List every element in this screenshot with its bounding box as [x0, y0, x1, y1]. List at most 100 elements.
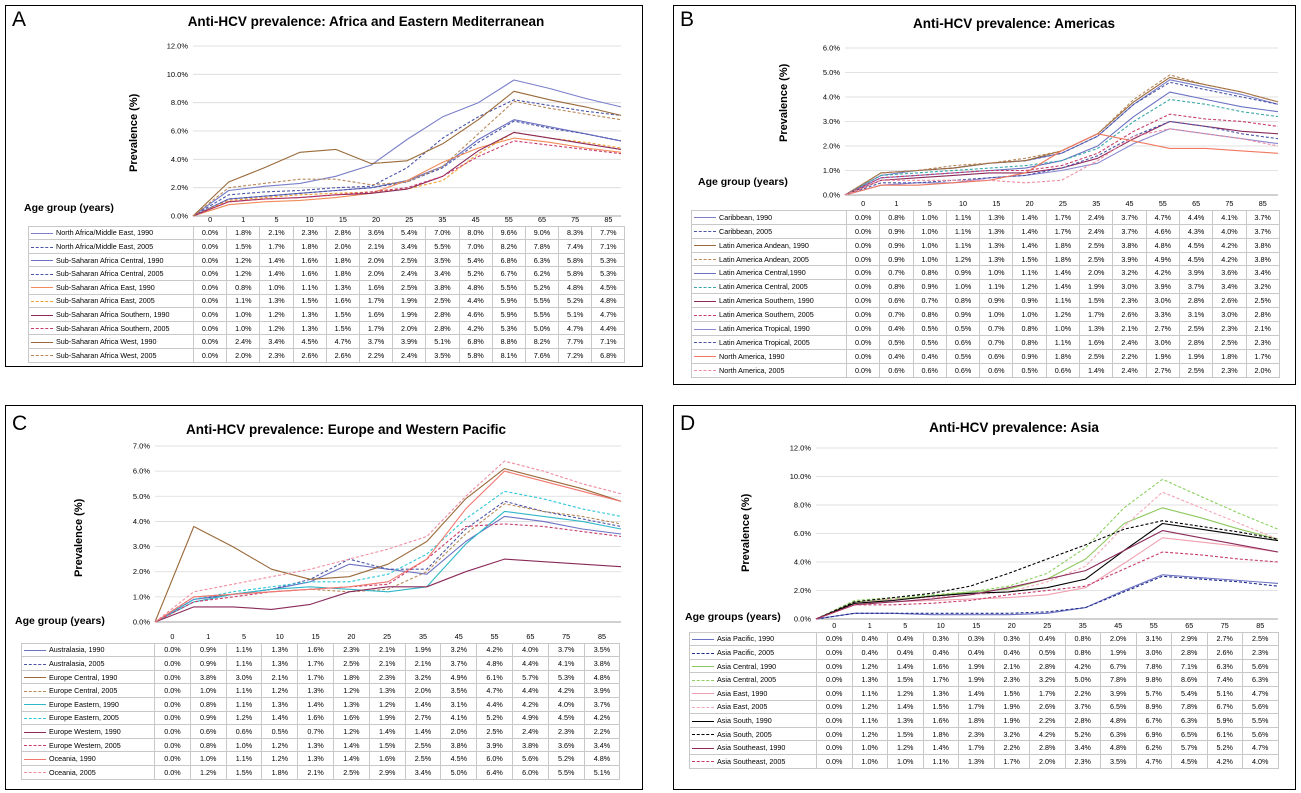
data-label: 1.1%: [225, 683, 263, 698]
data-label: 1.0%: [259, 279, 294, 295]
data-label: 2.3%: [1212, 321, 1247, 336]
data-label: 4.5%: [1178, 237, 1214, 253]
data-label: 1.2%: [851, 658, 888, 674]
data-label: 0.0%: [816, 699, 853, 715]
data-label: 0.0%: [192, 307, 228, 322]
data-label: 4.7%: [1242, 685, 1279, 701]
legend-key: [31, 314, 53, 316]
data-label: 0.6%: [945, 362, 981, 378]
data-label: 6.7%: [1135, 713, 1172, 728]
data-label: 1.2%: [887, 740, 924, 755]
data-label: 3.2%: [404, 669, 442, 685]
data-label: 1.4%: [368, 724, 406, 739]
series-name: Caribbean, 2005: [691, 223, 847, 239]
table-row: Asia East, 1990 0.0% 1.1% 1.2% 1.3% 1.4% 1.5% 1…: [689, 685, 1279, 701]
data-label: 2.5%: [1245, 293, 1280, 309]
chart-title: Anti-HCV prevalence: Europe and Western …: [185, 422, 507, 437]
data-label: 1.9%: [1145, 348, 1180, 364]
table-row: Asia Southeast, 1990 0.0% 1.0% 1.2% 1.4% 1.7%…: [689, 740, 1279, 755]
data-label: 1.9%: [368, 710, 406, 726]
data-label: 4.6%: [1145, 223, 1180, 239]
data-label: 5.2%: [458, 266, 493, 281]
data-label: 4.9%: [440, 669, 478, 685]
legend-key: [24, 704, 46, 706]
data-label: 1.2%: [1012, 279, 1047, 295]
data-label: 0.4%: [851, 645, 888, 660]
data-label: 0.4%: [958, 645, 995, 660]
series-name: Sub-Saharan Africa West, 2005: [28, 347, 194, 363]
chart-panel-d: D Anti-HCV prevalence: Asia Prevalence (…: [673, 405, 1296, 790]
table-row: Europe Eastern, 2005 0.0% 0.9% 1.2% 1.4% 1.6%…: [21, 710, 621, 726]
data-label: 0.3%: [993, 631, 1030, 647]
data-label: 2.1%: [261, 669, 299, 685]
data-label: 0.9%: [189, 656, 227, 671]
data-label: 5.1%: [425, 334, 460, 349]
data-label: 3.4%: [1064, 740, 1101, 755]
series-name: Latin America Tropical, 1990: [691, 321, 847, 336]
data-label: 2.3%: [1064, 753, 1101, 769]
data-label: 0.5%: [879, 334, 914, 350]
data-label: 1.4%: [332, 737, 370, 753]
data-label: 2.2%: [583, 724, 621, 739]
data-label: 5.2%: [558, 293, 593, 309]
data-label: 1.5%: [226, 239, 261, 254]
data-label: 7.0%: [425, 225, 460, 241]
chart-panel-c: C Anti-HCV prevalence: Europe and Wester…: [5, 405, 643, 790]
data-label: 2.7%: [404, 710, 442, 726]
table-row: Sub-Saharan Africa Southern, 1990 0.0% 1.0…: [28, 307, 626, 322]
series-line: [815, 551, 1279, 620]
data-label: 5.9%: [491, 307, 526, 322]
x-tick-label: 20: [372, 214, 381, 224]
data-label: 2.0%: [1100, 631, 1137, 647]
series-name: North America, 1990: [691, 348, 847, 364]
series-line: [844, 128, 1279, 196]
legend-key: [24, 690, 46, 692]
data-label: 6.3%: [1171, 713, 1208, 728]
x-tick-label: 10: [936, 620, 945, 630]
data-label: 1.3%: [979, 251, 1014, 267]
table-row: North America, 1990 0.0% 0.4% 0.4% 0.5% 0.6% 0…: [691, 348, 1280, 364]
data-label: 0.0%: [192, 252, 228, 268]
data-label: 2.8%: [1178, 293, 1214, 309]
data-label: 3.9%: [1178, 265, 1214, 281]
data-label: 7.8%: [1171, 699, 1208, 715]
data-label: 5.2%: [547, 751, 585, 766]
data-label: 0.8%: [912, 265, 947, 281]
data-label: 7.7%: [591, 225, 626, 241]
table-row: Latin America Central, 2005 0.0% 0.8% 0.9% 1…: [691, 279, 1280, 295]
data-label: 0.0%: [845, 362, 881, 378]
data-label: 1.0%: [189, 751, 227, 766]
data-label: 0.0%: [154, 724, 191, 739]
x-tick-label: 15: [992, 198, 1001, 208]
data-label: 1.0%: [979, 307, 1014, 323]
data-label: 0.5%: [945, 321, 981, 336]
series-name: Sub-Saharan Africa East, 2005: [28, 293, 194, 309]
series-name: Asia East, 2005: [689, 699, 817, 715]
data-label: 4.8%: [583, 669, 621, 685]
data-label: 1.1%: [945, 223, 981, 239]
series-name: Latin America Central,1990: [691, 265, 847, 281]
data-label: 5.7%: [511, 669, 549, 685]
y-tick-label: 1.0%: [823, 166, 840, 175]
data-label: 5.1%: [558, 307, 593, 322]
data-label: 1.8%: [922, 726, 959, 742]
data-label: 0.7%: [879, 307, 914, 323]
data-label: 5.9%: [491, 293, 526, 309]
data-label: 1.5%: [1079, 293, 1114, 309]
data-label: 1.4%: [958, 685, 995, 701]
data-label: 6.8%: [591, 347, 626, 363]
legend-key: [692, 720, 714, 722]
data-label: 0.0%: [192, 266, 228, 281]
data-label: 2.8%: [325, 225, 360, 241]
data-label: 1.8%: [1045, 237, 1081, 253]
data-label: 3.9%: [392, 334, 427, 349]
y-tick-label: 2.0%: [171, 183, 188, 192]
data-label: 1.4%: [259, 266, 294, 281]
data-label: 3.7%: [1112, 223, 1147, 239]
data-label: 0.5%: [1029, 645, 1066, 660]
x-tick-label: 10: [959, 198, 968, 208]
y-tick-label: 5.0%: [823, 68, 840, 77]
data-label: 4.2%: [1064, 658, 1101, 674]
data-label: 5.4%: [458, 252, 493, 268]
series-name: North America, 2005: [691, 362, 847, 378]
